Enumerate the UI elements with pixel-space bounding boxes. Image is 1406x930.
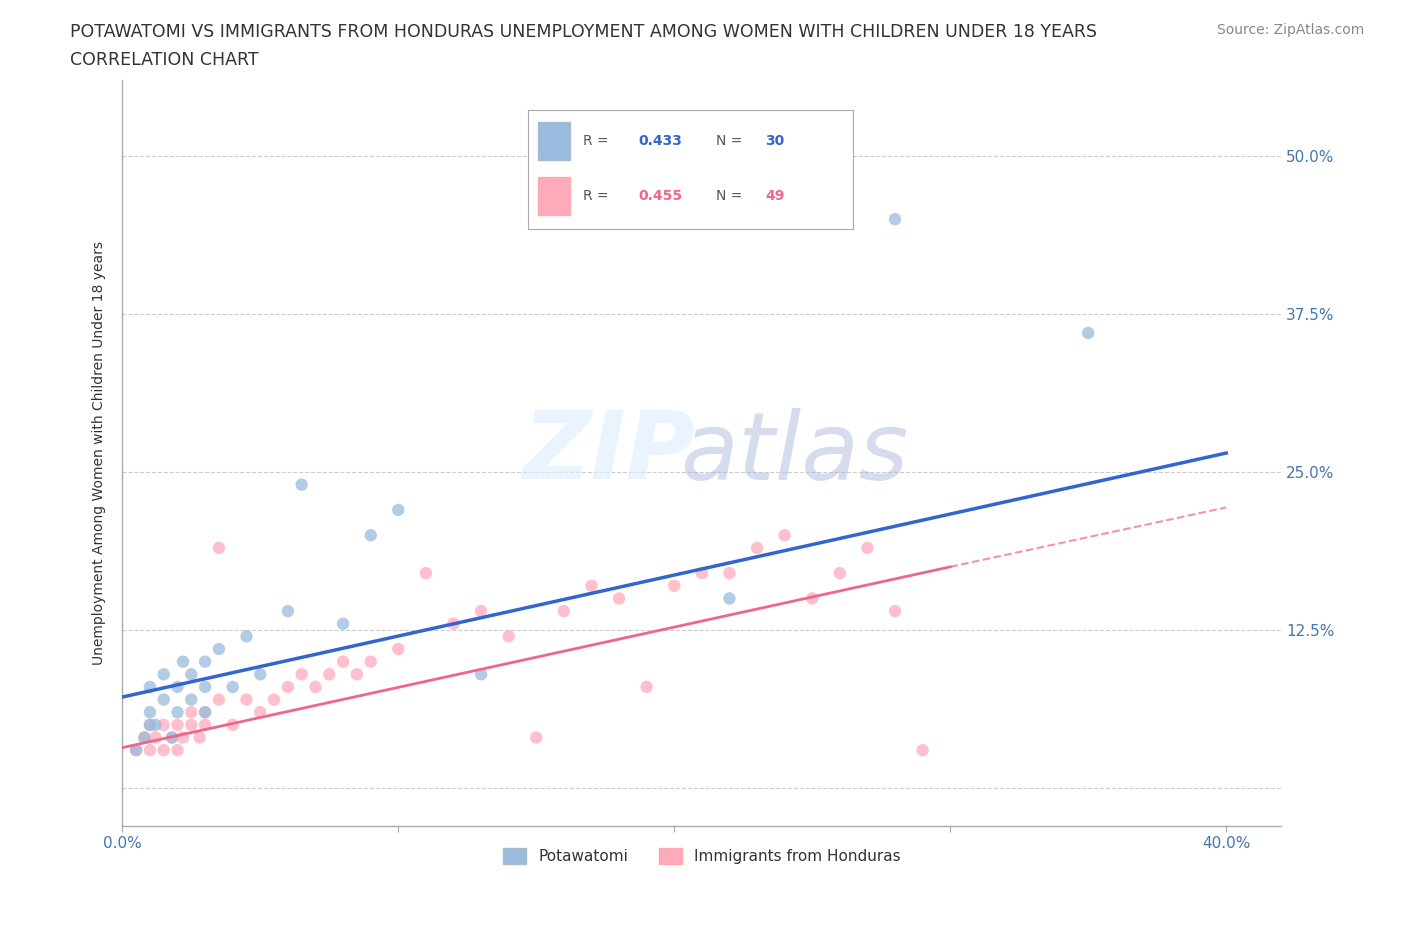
Text: atlas: atlas	[681, 407, 908, 498]
Point	[636, 680, 658, 695]
Point	[221, 680, 243, 695]
Point	[134, 730, 156, 745]
Point	[152, 717, 174, 732]
Point	[139, 717, 162, 732]
Point	[911, 743, 934, 758]
Y-axis label: Unemployment Among Women with Children Under 18 years: Unemployment Among Women with Children U…	[93, 241, 107, 665]
Point	[773, 528, 796, 543]
Point	[145, 717, 167, 732]
Point	[607, 591, 630, 605]
Point	[152, 692, 174, 707]
Text: CORRELATION CHART: CORRELATION CHART	[70, 51, 259, 69]
Point	[332, 617, 354, 631]
Point	[208, 642, 231, 657]
Point	[277, 680, 299, 695]
Point	[470, 604, 492, 618]
Text: Source: ZipAtlas.com: Source: ZipAtlas.com	[1216, 23, 1364, 37]
Point	[304, 680, 326, 695]
Point	[415, 565, 437, 580]
Point	[180, 692, 202, 707]
Point	[139, 705, 162, 720]
Point	[166, 743, 188, 758]
Point	[188, 730, 211, 745]
Point	[235, 692, 257, 707]
Point	[718, 565, 741, 580]
Point	[249, 705, 271, 720]
Point	[139, 717, 162, 732]
Point	[387, 642, 409, 657]
Point	[194, 717, 217, 732]
Point	[180, 667, 202, 682]
Point	[160, 730, 183, 745]
Point	[166, 680, 188, 695]
Point	[152, 667, 174, 682]
Point	[139, 680, 162, 695]
Point	[443, 617, 465, 631]
Point	[346, 667, 368, 682]
Point	[664, 578, 686, 593]
Point	[498, 629, 520, 644]
Point	[1077, 326, 1099, 340]
Point	[856, 540, 879, 555]
Point	[134, 730, 156, 745]
Point	[235, 629, 257, 644]
Text: ZIP: ZIP	[523, 407, 696, 499]
Point	[828, 565, 851, 580]
Point	[360, 654, 382, 669]
Point	[745, 540, 768, 555]
Point	[139, 743, 162, 758]
Point	[194, 705, 217, 720]
Point	[524, 730, 547, 745]
Point	[194, 680, 217, 695]
Point	[263, 692, 285, 707]
Legend: Potawatomi, Immigrants from Honduras: Potawatomi, Immigrants from Honduras	[498, 843, 907, 870]
Point	[360, 528, 382, 543]
Point	[277, 604, 299, 618]
Point	[318, 667, 340, 682]
Point	[172, 654, 194, 669]
Point	[884, 604, 907, 618]
Text: POTAWATOMI VS IMMIGRANTS FROM HONDURAS UNEMPLOYMENT AMONG WOMEN WITH CHILDREN UN: POTAWATOMI VS IMMIGRANTS FROM HONDURAS U…	[70, 23, 1097, 41]
Point	[172, 730, 194, 745]
Point	[208, 692, 231, 707]
Point	[194, 705, 217, 720]
Point	[553, 604, 575, 618]
Point	[387, 502, 409, 517]
Point	[208, 540, 231, 555]
Point	[332, 654, 354, 669]
Point	[194, 654, 217, 669]
Point	[166, 717, 188, 732]
Point	[180, 717, 202, 732]
Point	[145, 730, 167, 745]
Point	[291, 477, 314, 492]
Point	[291, 667, 314, 682]
Point	[125, 743, 148, 758]
Point	[884, 212, 907, 227]
Point	[470, 667, 492, 682]
Point	[180, 705, 202, 720]
Point	[690, 565, 713, 580]
Point	[718, 591, 741, 605]
Point	[160, 730, 183, 745]
Point	[152, 743, 174, 758]
Point	[221, 717, 243, 732]
Point	[125, 743, 148, 758]
Point	[166, 705, 188, 720]
Point	[581, 578, 603, 593]
Point	[249, 667, 271, 682]
Point	[801, 591, 824, 605]
